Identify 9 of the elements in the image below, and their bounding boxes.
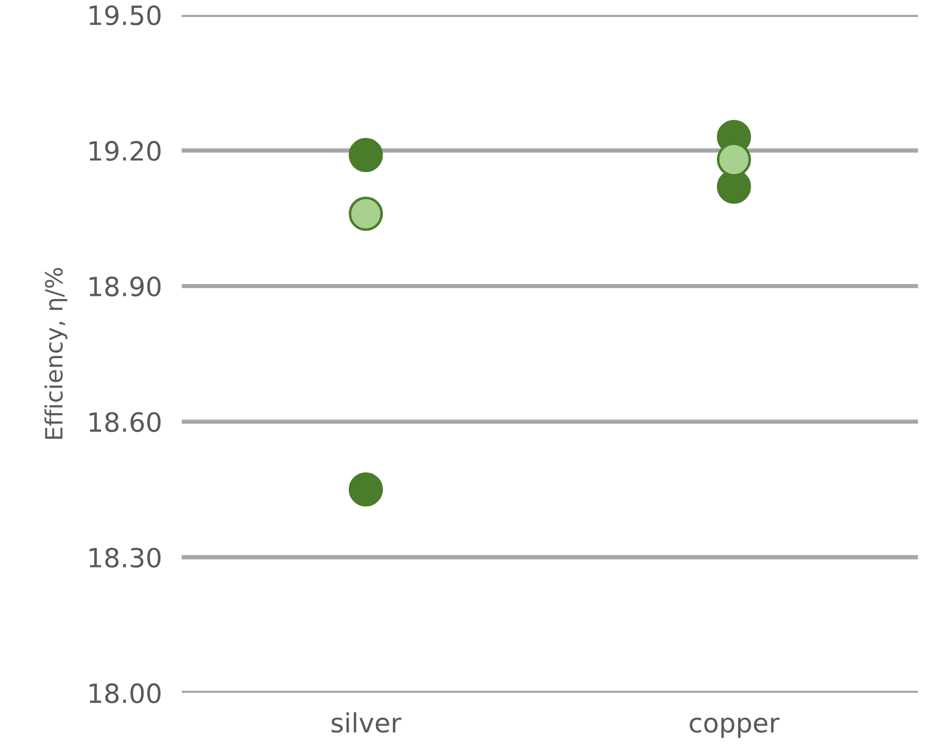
y-tick-label: 18.00 bbox=[90, 683, 161, 704]
y-tick-label: 18.30 bbox=[90, 548, 161, 568]
y-tick-label: 19.20 bbox=[90, 140, 161, 161]
y-axis-title: Efficiency, η/% bbox=[44, 268, 68, 439]
y-tick-label: 18.60 bbox=[90, 412, 161, 432]
x-tick-label: silver bbox=[332, 712, 402, 733]
y-tick-label: 18.90 bbox=[90, 276, 161, 296]
x-tick-label: copper bbox=[690, 718, 780, 738]
y-tick-label: 19.50 bbox=[90, 5, 161, 26]
